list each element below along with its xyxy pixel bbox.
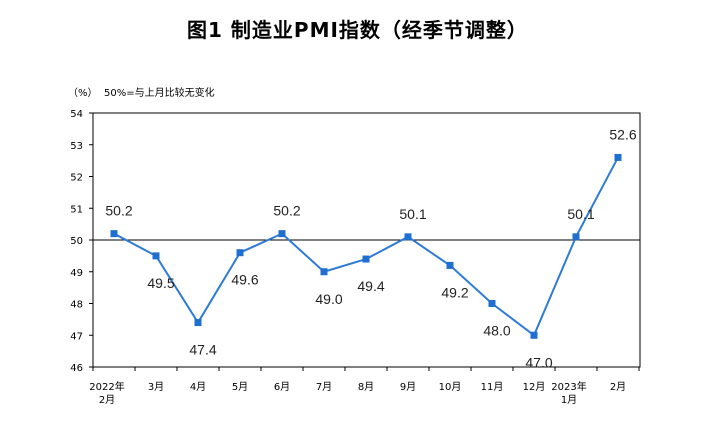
axes	[92, 112, 641, 368]
data-point	[320, 268, 328, 276]
unit-label: （%）	[68, 87, 98, 99]
data-point	[530, 331, 538, 339]
data-point	[404, 233, 412, 241]
data-label: 49.2	[441, 284, 468, 300]
x-tick-label: 9月	[400, 381, 416, 393]
y-tick-label: 47	[70, 331, 83, 342]
x-tick-label: 6月	[274, 381, 290, 393]
data-label: 47.0	[525, 354, 552, 370]
data-label: 52.6	[609, 126, 636, 142]
data-point	[614, 153, 622, 161]
data-label: 49.4	[357, 278, 384, 294]
series-layer	[110, 153, 622, 339]
y-tick-label: 52	[70, 173, 83, 184]
data-label: 48.0	[483, 323, 510, 339]
x-tick-label: 2022年	[89, 380, 124, 393]
data-point	[194, 319, 202, 327]
chart-title: 图1 制造业PMI指数（经季节调整）	[187, 18, 528, 42]
data-label: 49.0	[315, 291, 342, 307]
y-tick-label: 48	[70, 300, 83, 311]
y-tick-label: 53	[70, 141, 83, 152]
y-tick-label: 54	[70, 109, 83, 120]
series-line	[113, 156, 619, 337]
x-tick-label: 1月	[561, 394, 577, 406]
y-tick-label: 46	[70, 363, 83, 374]
data-point	[488, 300, 496, 307]
y-tick-label: 51	[70, 204, 83, 215]
data-label: 47.4	[189, 342, 216, 358]
x-tick-label: 5月	[232, 381, 248, 393]
x-tick-label: 2023年	[551, 380, 586, 393]
x-tick-label: 3月	[148, 381, 164, 393]
data-point	[110, 230, 118, 238]
x-tick-label: 2月	[610, 381, 626, 393]
data-point	[278, 230, 286, 238]
x-tick-label: 8月	[358, 381, 374, 393]
data-label: 49.5	[147, 275, 174, 291]
x-tick-label: 7月	[316, 381, 332, 393]
data-point	[572, 233, 580, 241]
reference-note: 50%=与上月比较无变化	[104, 86, 215, 99]
data-point	[362, 255, 370, 263]
data-point	[152, 252, 160, 260]
x-tick-label: 12月	[523, 381, 546, 393]
x-tick-label: 11月	[481, 381, 504, 393]
x-tick-label: 2月	[99, 394, 115, 406]
data-label: 50.2	[273, 203, 300, 219]
data-label: 50.1	[567, 206, 594, 222]
data-point	[446, 261, 454, 269]
data-label: 49.6	[231, 272, 258, 288]
data-label: 50.2	[105, 203, 132, 219]
y-tick-label: 49	[70, 268, 83, 279]
data-point	[236, 249, 244, 257]
data-label: 50.1	[399, 206, 426, 222]
y-axis-ticks: 46 47 48 49 50 51 52 53 54	[70, 109, 93, 374]
y-tick-label: 50	[70, 236, 83, 247]
x-tick-label: 10月	[439, 381, 462, 393]
data-labels: 50.2 49.5 47.4 49.6 50.2 49.0 49.4 50.1 49.2 48.0…	[105, 126, 636, 370]
x-tick-label: 4月	[190, 381, 206, 393]
